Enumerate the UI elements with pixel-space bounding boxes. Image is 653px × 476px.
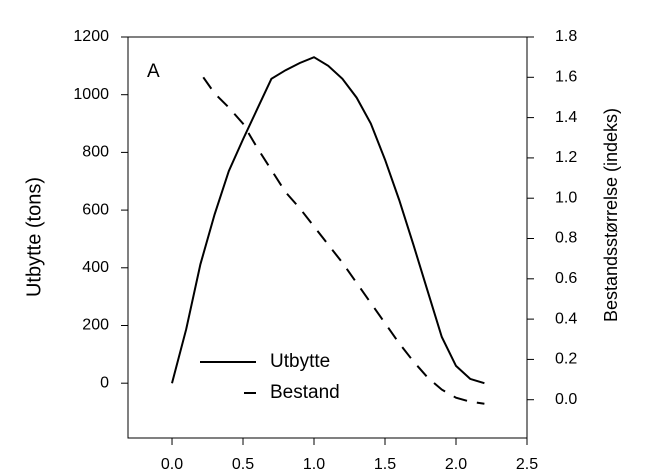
y2-tick-label: 1.4 (555, 109, 577, 126)
x-tick-label: 1.5 (374, 456, 396, 473)
y2-tick-label: 0.2 (555, 351, 577, 368)
legend-label: Utbytte (270, 351, 330, 372)
y2-tick-label: 0.0 (555, 391, 577, 408)
y-tick-label: 1000 (73, 86, 109, 103)
y2-axis-title: Bestandsstørrelse (indeks) (601, 108, 621, 322)
y2-tick-label: 0.4 (555, 310, 577, 327)
y2-tick-label: 1.0 (555, 189, 577, 206)
x-tick-label: 0.0 (161, 456, 183, 473)
y2-tick-label: 0.8 (555, 230, 577, 247)
y-tick-label: 0 (100, 374, 109, 391)
y-tick-label: 200 (82, 317, 109, 334)
series-line (202, 76, 485, 405)
y2-tick-label: 1.2 (555, 149, 577, 166)
annotation: A (147, 61, 160, 82)
y-tick-label: 800 (82, 144, 109, 161)
y-axis-title: Utbytte (tons) (23, 177, 45, 297)
y-tick-label: 1200 (73, 28, 109, 45)
y2-tick-label: 0.6 (555, 270, 577, 287)
x-tick-label: 2.0 (445, 456, 467, 473)
y2-tick-label: 1.6 (555, 69, 577, 86)
x-tick-label: 0.5 (232, 456, 254, 473)
y-tick-label: 400 (82, 259, 109, 276)
series-line (171, 56, 485, 385)
x-tick-label: 2.5 (516, 456, 538, 473)
plot-frame (127, 36, 528, 439)
legend-label: Bestand (270, 382, 340, 403)
x-tick-label: 1.0 (303, 456, 325, 473)
y2-tick-label: 1.8 (555, 28, 577, 45)
y-tick-label: 600 (82, 201, 109, 218)
